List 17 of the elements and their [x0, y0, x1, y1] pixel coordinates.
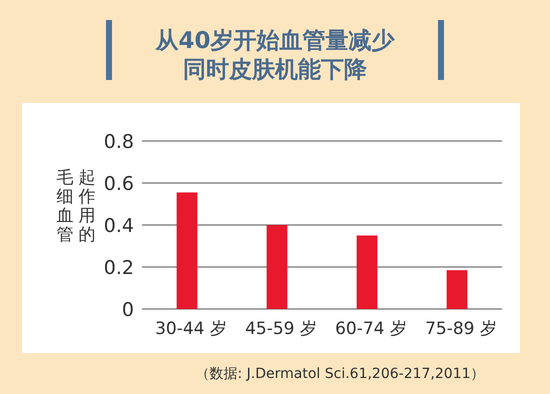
bar — [266, 225, 288, 309]
x-tick-label: 60-74 岁 — [335, 319, 407, 339]
text: （数据: J.Dermatol Sci.61,206-217,2011） — [195, 366, 485, 382]
bar — [356, 236, 378, 309]
chart-title: 从40岁开始血管量减少 — [154, 28, 396, 54]
x-tick-label: 75-89 岁 — [425, 319, 497, 339]
y-tick-label: 0.2 — [104, 257, 134, 279]
x-tick-label: 45-59 岁 — [245, 319, 317, 339]
y-tick-label: 0.6 — [104, 173, 134, 195]
chart-subtitle: 同时皮肤机能下降 — [183, 57, 368, 83]
y-tick-label: 0.4 — [104, 215, 134, 237]
bar — [446, 270, 468, 309]
y-tick-label: 0.8 — [104, 131, 134, 153]
x-tick-label: 30-44 岁 — [155, 319, 227, 339]
y-tick-label: 0 — [122, 299, 134, 321]
text: 起作用的毛细血管 — [56, 168, 96, 245]
bar — [176, 192, 198, 309]
